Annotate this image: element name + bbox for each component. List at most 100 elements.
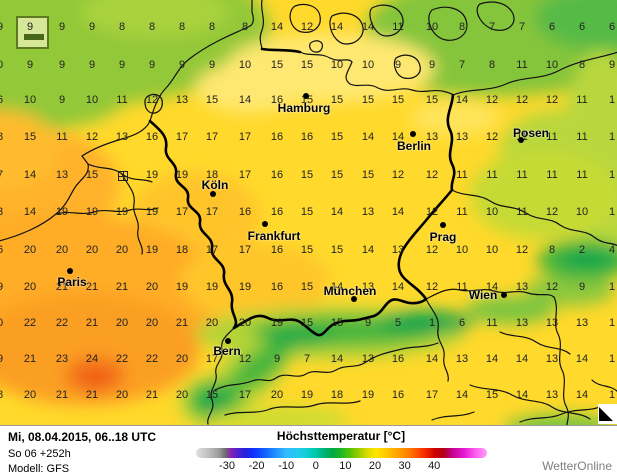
temperature-value: 14: [515, 389, 529, 401]
temperature-value: 10: [23, 94, 37, 106]
temperature-value: 1: [608, 353, 616, 365]
temperature-value: 7: [0, 169, 3, 181]
temperature-value: 11: [576, 94, 588, 106]
temperature-value: 14: [238, 94, 252, 106]
temperature-value: 19: [361, 389, 375, 401]
temperature-value: 11: [546, 131, 558, 143]
temperature-value: 9: [0, 353, 3, 365]
temperature-value: 13: [545, 317, 559, 329]
temperature-value: 20: [55, 244, 69, 256]
temperature-value: 12: [515, 94, 529, 106]
temperature-value: 17: [205, 131, 219, 143]
city-label-köln: Köln: [201, 178, 229, 192]
temperature-value: 9: [273, 353, 281, 365]
temperature-value: 16: [270, 206, 284, 218]
temperature-value: 11: [456, 281, 468, 293]
forecast-step-label: So 06 +252h: [8, 448, 71, 460]
temperature-value: 1: [608, 94, 616, 106]
temperature-value: 19: [238, 281, 252, 293]
info-bar: Mi, 08.04.2015, 06..18 UTC So 06 +252h M…: [0, 425, 617, 474]
temperature-value: 7: [303, 353, 311, 365]
temperature-value: 21: [55, 389, 69, 401]
temperature-value: 15: [330, 94, 344, 106]
temperature-value: 13: [455, 353, 469, 365]
temperature-value: 9: [364, 317, 372, 329]
temperature-value: 21: [85, 317, 99, 329]
temperature-value: 20: [205, 317, 219, 329]
temperature-value: 19: [85, 206, 99, 218]
temperature-value: 9: [58, 94, 66, 106]
temperature-value: 11: [516, 206, 528, 218]
temperature-value: 15: [361, 94, 375, 106]
city-dot-hamburg: [303, 93, 309, 99]
temperature-value: 14: [23, 206, 37, 218]
temperature-value: 8: [118, 21, 126, 33]
temperature-value: 16: [300, 131, 314, 143]
city-label-posen: Posen: [512, 126, 550, 140]
temperature-value: 9: [58, 21, 66, 33]
temperature-value: 13: [545, 353, 559, 365]
temperature-value: 7: [518, 21, 526, 33]
temperature-value: 16: [270, 94, 284, 106]
temperature-value: 12: [145, 94, 159, 106]
temperature-value: 6: [458, 317, 466, 329]
model-label: Modell: GFS: [8, 463, 70, 474]
temperature-value: 12: [545, 94, 559, 106]
temperature-value: 14: [330, 206, 344, 218]
temperature-value: 10: [361, 59, 375, 71]
temperature-value: 13: [175, 94, 189, 106]
temperature-value: 13: [515, 317, 529, 329]
temperature-value: 16: [270, 244, 284, 256]
temperature-value: 10: [425, 21, 439, 33]
legend-tick-label: 30: [398, 460, 411, 472]
map-tool-button[interactable]: [16, 16, 49, 49]
temperature-value: 8: [548, 244, 556, 256]
temperature-value: 14: [361, 131, 375, 143]
temperature-value: 20: [175, 353, 189, 365]
city-label-paris: Paris: [57, 275, 87, 289]
temperature-value: 20: [175, 389, 189, 401]
temperature-value: 14: [361, 21, 375, 33]
temperature-value: 11: [392, 21, 404, 33]
temperature-value: 19: [300, 389, 314, 401]
temperature-value: 6: [608, 21, 616, 33]
city-label-hamburg: Hamburg: [277, 101, 331, 115]
temperature-value: 12: [425, 169, 439, 181]
temperature-value: 13: [361, 353, 375, 365]
temperature-value: 1: [608, 206, 616, 218]
temperature-value: 3: [0, 206, 3, 218]
city-dot-köln: [210, 191, 216, 197]
temperature-value: 15: [300, 206, 314, 218]
temperature-value: 12: [545, 281, 559, 293]
temperature-value: 19: [145, 169, 159, 181]
temperature-value: 19: [205, 281, 219, 293]
temperature-value: 16: [391, 389, 405, 401]
city-dot-prag: [440, 222, 446, 228]
temperature-value: 0: [0, 59, 3, 71]
temperature-value: 9: [578, 281, 586, 293]
temperature-value: 20: [23, 244, 37, 256]
temperature-value: 14: [515, 353, 529, 365]
temperature-map[interactable]: 9999888881412141411108776660999999910151…: [0, 0, 617, 425]
city-label-bern: Bern: [213, 344, 241, 358]
temperature-value: 21: [55, 281, 69, 293]
temperature-value: 10: [455, 244, 469, 256]
temperature-value: 9: [88, 59, 96, 71]
temperature-value: 16: [270, 169, 284, 181]
map-canvas: [0, 0, 617, 425]
temperature-value: 15: [300, 59, 314, 71]
city-dot-paris: [67, 268, 73, 274]
temperature-value: 15: [330, 317, 344, 329]
map-corner-pan-button[interactable]: [598, 404, 617, 424]
temperature-value: 17: [425, 389, 439, 401]
temperature-value: 15: [270, 59, 284, 71]
temperature-value: 8: [578, 59, 586, 71]
temperature-value: 15: [391, 94, 405, 106]
city-label-münchen: München: [323, 284, 377, 298]
temperature-value: 11: [516, 59, 528, 71]
temperature-value: 14: [575, 389, 589, 401]
temperature-value: 13: [575, 317, 589, 329]
temperature-value: 21: [115, 281, 129, 293]
temperature-value: 20: [23, 389, 37, 401]
temperature-value: 13: [361, 206, 375, 218]
